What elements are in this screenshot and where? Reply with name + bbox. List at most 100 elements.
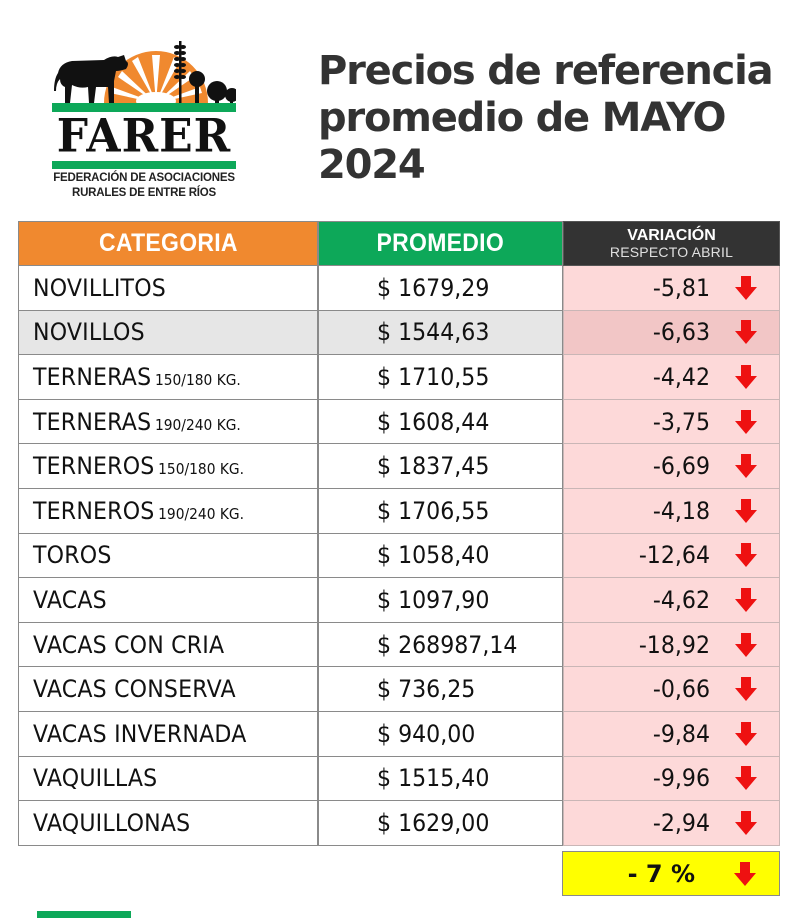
variation-cell: -5,81 [563, 266, 780, 311]
category-cell: NOVILLITOS [18, 266, 318, 311]
category-cell: TOROS [18, 533, 318, 579]
header-category-label: CATEGORIA [98, 229, 238, 257]
average-cell: $ 268987,14 [318, 622, 563, 668]
logo-green-stripe [52, 161, 236, 169]
category-name: TERNERAS 150/180 KG. [33, 363, 241, 391]
variation-value: -5,81 [652, 273, 710, 302]
category-name: NOVILLITOS [33, 274, 170, 302]
variation-cell: -6,63 [563, 310, 780, 356]
table-row: VACAS INVERNADA $ 940,00 -9,84 [18, 711, 780, 757]
header-variation: VARIACIÓN RESPECTO ABRIL [563, 221, 780, 266]
average-price: $ 1679,29 [377, 273, 490, 302]
logo-emblem-icon [52, 41, 236, 112]
average-cell: $ 1515,40 [318, 756, 563, 802]
average-cell: $ 1837,45 [318, 444, 563, 489]
title-line1: Precios de referencia [318, 48, 774, 94]
table-body: NOVILLITOS $ 1679,29 -5,81 NOVILLOS $ 15… [18, 266, 780, 846]
average-price: $ 736,25 [377, 675, 476, 704]
average-cell: $ 1544,63 [318, 310, 563, 356]
down-arrow-icon [735, 543, 757, 568]
category-cell: VAQUILLONAS [18, 801, 318, 846]
category-name: VACAS [33, 586, 111, 614]
variation-cell: -6,69 [563, 444, 780, 489]
category-cell: VACAS [18, 578, 318, 623]
table-row: TERNERAS 190/240 KG. $ 1608,44 -3,75 [18, 399, 780, 445]
average-price: $ 1544,63 [377, 318, 490, 347]
variation-value: -4,18 [652, 496, 710, 525]
variation-value: -9,96 [652, 764, 710, 793]
category-label: TERNEROS [33, 452, 155, 481]
average-price: $ 1608,44 [377, 407, 490, 436]
logo-subtitle-line2: RURALES DE ENTRE RÍOS [71, 187, 217, 199]
variation-value: -2,94 [652, 808, 710, 837]
down-arrow-icon [735, 454, 757, 479]
category-label: VAQUILLAS [33, 764, 158, 793]
table-row: TERNEROS 150/180 KG. $ 1837,45 -6,69 [18, 444, 780, 489]
average-cell: $ 1629,00 [318, 801, 563, 846]
variation-cell: -3,75 [563, 399, 780, 445]
table-row: VAQUILLAS $ 1515,40 -9,96 [18, 756, 780, 802]
category-name: VACAS CON CRIA [33, 631, 228, 659]
category-label: TERNEROS [33, 496, 155, 525]
category-label: TERNERAS [33, 407, 152, 436]
category-qualifier: 190/240 KG. [158, 504, 244, 523]
category-name: VAQUILLAS [33, 764, 161, 792]
category-cell: TERNERAS 150/180 KG. [18, 355, 318, 400]
down-arrow-icon [735, 632, 757, 657]
variation-cell: -4,18 [563, 488, 780, 534]
total-variation-cell: - 7 % [562, 851, 780, 896]
average-cell: $ 1706,55 [318, 488, 563, 534]
variation-cell: -0,66 [563, 667, 780, 712]
title-line3: 2024 [318, 142, 426, 188]
table-row: VACAS $ 1097,90 -4,62 [18, 578, 780, 623]
category-name: TERNEROS 190/240 KG. [33, 497, 244, 525]
header-average-label: PROMEDIO [376, 229, 505, 257]
category-label: NOVILLITOS [33, 273, 166, 302]
average-price: $ 1710,55 [377, 362, 490, 391]
down-arrow-icon [735, 677, 757, 702]
category-name: VACAS INVERNADA [33, 720, 250, 748]
category-name: NOVILLOS [33, 318, 148, 346]
category-label: TOROS [33, 541, 112, 570]
page-title: Precios de referencia promedio de MAYO 2… [318, 48, 788, 189]
down-arrow-icon [735, 721, 757, 746]
farer-logo: FARER FEDERACIÓN DE ASOCIACIONES RURALES… [52, 33, 236, 203]
down-arrow-icon [735, 320, 757, 345]
category-cell: VACAS CONSERVA [18, 667, 318, 712]
total-variation-value: - 7 % [627, 859, 695, 888]
table-row: TOROS $ 1058,40 -12,64 [18, 533, 780, 579]
category-name: TOROS [33, 541, 115, 569]
average-cell: $ 1679,29 [318, 266, 563, 311]
category-qualifier: 150/180 KG. [154, 370, 241, 389]
variation-value: -18,92 [638, 630, 710, 659]
logo-wordmark: FARER [56, 109, 232, 164]
average-price: $ 940,00 [377, 719, 476, 748]
category-label: VACAS [33, 585, 107, 614]
average-price: $ 1058,40 [377, 541, 490, 570]
table-row: VACAS CONSERVA $ 736,25 -0,66 [18, 667, 780, 712]
average-price: $ 1629,00 [377, 808, 490, 837]
category-label: VACAS CONSERVA [33, 675, 236, 704]
table-header: CATEGORIA PROMEDIO VARIACIÓN RESPECTO AB… [18, 221, 780, 266]
variation-cell: -18,92 [563, 622, 780, 668]
average-cell: $ 1608,44 [318, 399, 563, 445]
category-name: VAQUILLONAS [33, 809, 194, 837]
footer-green-bar [37, 911, 131, 918]
variation-value: -12,64 [638, 541, 710, 570]
down-arrow-icon [735, 409, 757, 434]
title-line2: promedio de MAYO [318, 95, 727, 141]
table-row: TERNERAS 150/180 KG. $ 1710,55 -4,42 [18, 355, 780, 400]
category-cell: VAQUILLAS [18, 756, 318, 802]
variation-value: -6,69 [652, 452, 710, 481]
down-arrow-icon [735, 810, 757, 835]
price-table: CATEGORIA PROMEDIO VARIACIÓN RESPECTO AB… [18, 221, 780, 846]
variation-value: -6,63 [652, 318, 710, 347]
down-arrow-icon [735, 766, 757, 791]
variation-value: -0,66 [652, 675, 710, 704]
category-qualifier: 150/180 KG. [158, 460, 244, 479]
down-arrow-icon [735, 498, 757, 523]
variation-cell: -4,62 [563, 578, 780, 623]
average-cell: $ 940,00 [318, 711, 563, 757]
category-label: VAQUILLONAS [33, 808, 191, 837]
average-cell: $ 1097,90 [318, 578, 563, 623]
